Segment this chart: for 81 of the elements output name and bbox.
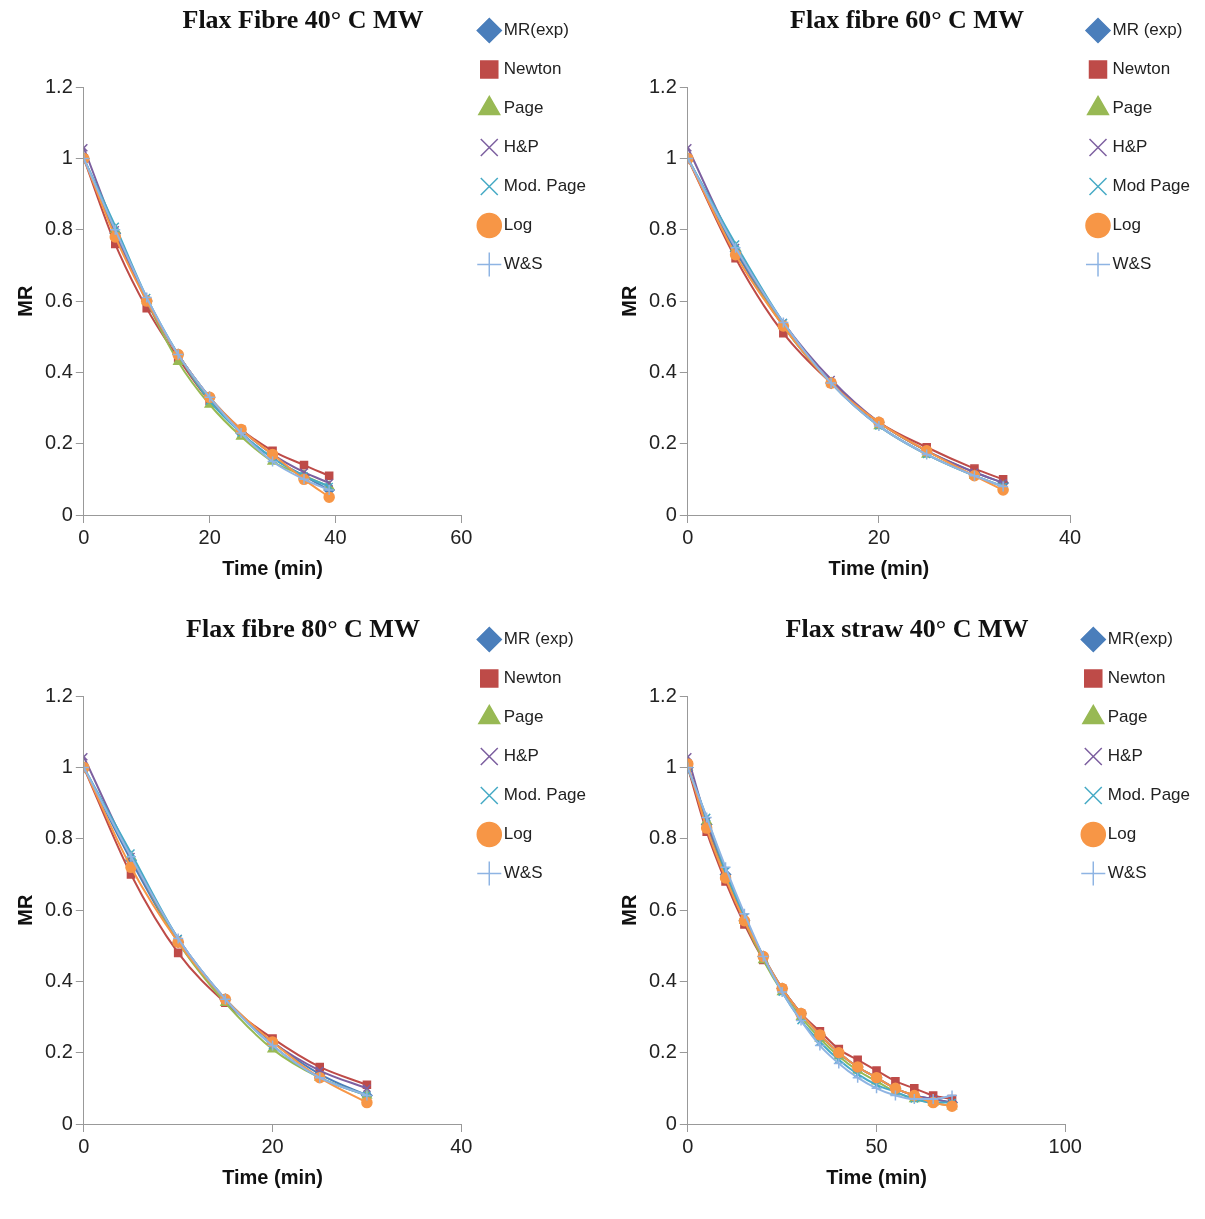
x-tick-label: 40 <box>1058 525 1082 548</box>
x-tick-label: 40 <box>450 1134 473 1157</box>
y-tick-label: 0.2 <box>44 431 73 454</box>
legend-label: Log <box>1112 215 1141 235</box>
legend-label: Page <box>503 707 544 727</box>
legend-label: Page <box>503 98 544 118</box>
x-tick-label: 0 <box>78 525 90 548</box>
x-axis-title: Time (min) <box>222 1165 323 1188</box>
legend-label: Log <box>503 824 533 844</box>
x-axis-title: Time (min) <box>826 1165 927 1188</box>
y-tick-label: 0.8 <box>648 217 677 240</box>
y-tick-label: 0.6 <box>648 897 677 920</box>
legend-label: W&S <box>1107 863 1147 883</box>
y-tick-label: 0.8 <box>44 826 73 849</box>
y-tick-label: 1.2 <box>648 683 677 706</box>
legend-label: MR (exp) <box>503 629 574 649</box>
y-tick-label: 0.8 <box>44 217 73 240</box>
y-tick-label: 0.6 <box>44 897 73 920</box>
y-tick-label: 1.2 <box>44 74 73 97</box>
x-axis-title: Time (min) <box>222 556 323 579</box>
y-tick-label: 1 <box>665 755 677 778</box>
legend-label: MR(exp) <box>503 20 569 40</box>
x-tick-label: 20 <box>198 525 221 548</box>
chart-title: Flax Fibre 40° C MW <box>182 5 424 35</box>
x-tick-label: 60 <box>450 525 473 548</box>
x-tick-label: 20 <box>867 525 891 548</box>
y-tick-label: 0 <box>61 1111 73 1134</box>
y-axis-title: MR <box>13 284 36 317</box>
x-tick-label: 40 <box>324 525 347 548</box>
legend-label: Log <box>503 215 533 235</box>
legend-label: MR(exp) <box>1107 629 1173 649</box>
legend-label: W&S <box>503 254 543 274</box>
x-tick-label: 0 <box>682 525 694 548</box>
y-tick-label: 1 <box>665 146 677 169</box>
y-tick-label: 0.2 <box>648 431 677 454</box>
legend-label: Mod Page <box>1112 176 1190 196</box>
legend-label: Newton <box>1112 59 1171 79</box>
x-tick-label: 50 <box>865 1134 888 1157</box>
y-tick-label: 1.2 <box>44 683 73 706</box>
x-tick-label: 100 <box>1048 1134 1082 1157</box>
legend-label: Log <box>1107 824 1137 844</box>
x-tick-label: 20 <box>261 1134 284 1157</box>
legend-label: H&P <box>503 746 539 766</box>
y-tick-label: 0.4 <box>44 359 73 382</box>
legend-label: W&S <box>1112 254 1152 274</box>
legend-label: W&S <box>503 863 543 883</box>
y-axis-title: MR <box>617 893 640 926</box>
y-tick-label: 1.2 <box>648 74 677 97</box>
y-tick-label: 0.8 <box>648 826 677 849</box>
y-tick-label: 0.4 <box>648 359 677 382</box>
y-tick-label: 0.6 <box>44 288 73 311</box>
legend-label: Mod. Page <box>503 785 587 805</box>
legend-label: Page <box>1107 707 1148 727</box>
y-tick-label: 0.4 <box>648 968 677 991</box>
y-tick-label: 0.4 <box>44 968 73 991</box>
legend-label: H&P <box>503 137 539 157</box>
y-tick-label: 1 <box>61 146 73 169</box>
chart-title: Flax fibre 60° C MW <box>790 5 1024 35</box>
legend-label: Page <box>1112 98 1153 118</box>
chart-title: Flax straw 40° C MW <box>785 614 1029 644</box>
x-tick-label: 0 <box>78 1134 90 1157</box>
y-tick-label: 0 <box>665 1111 677 1134</box>
x-axis-title: Time (min) <box>828 556 930 579</box>
y-axis-title: MR <box>13 893 36 926</box>
y-tick-label: 0 <box>665 502 677 525</box>
x-tick-label: 0 <box>682 1134 694 1157</box>
chart-title: Flax fibre 80° C MW <box>186 614 420 644</box>
legend-label: H&P <box>1107 746 1143 766</box>
legend-label: Mod. Page <box>503 176 587 196</box>
legend-label: Newton <box>503 59 562 79</box>
legend-label: Newton <box>1107 668 1166 688</box>
legend-label: H&P <box>1112 137 1148 157</box>
legend-label: Mod. Page <box>1107 785 1191 805</box>
y-tick-label: 0.2 <box>648 1040 677 1063</box>
y-tick-label: 0 <box>61 502 73 525</box>
y-tick-label: 0.2 <box>44 1040 73 1063</box>
legend-label: Newton <box>503 668 562 688</box>
legend-label: MR (exp) <box>1112 20 1183 40</box>
y-tick-label: 0.6 <box>648 288 677 311</box>
y-axis-title: MR <box>617 284 640 317</box>
y-tick-label: 1 <box>61 755 73 778</box>
